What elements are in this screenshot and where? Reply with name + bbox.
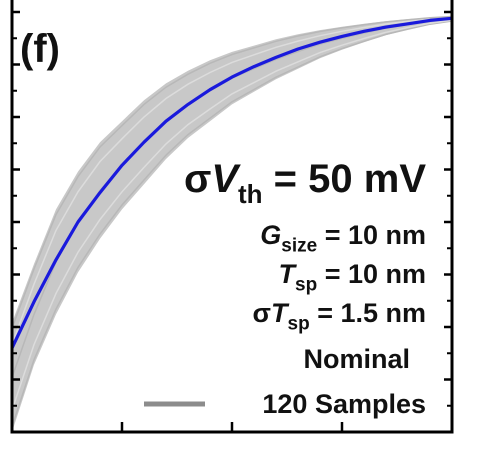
legend-label-samples: 120 Samples: [262, 389, 426, 419]
annotation-part: σ: [253, 298, 271, 328]
annotation-part: G: [260, 220, 281, 250]
samples-band: [12, 16, 452, 432]
annotation-t-sp: Tsp = 10 nm: [279, 259, 427, 296]
annotation-part: = 10 nm: [317, 220, 426, 250]
sample-line: [12, 16, 452, 345]
annotation-subscript: sp: [295, 275, 317, 296]
annotation-part: = 1.5 nm: [310, 298, 426, 328]
annotation-subscript: sp: [288, 314, 310, 335]
sample-line: [12, 20, 452, 427]
annotation-subscript: size: [281, 236, 317, 257]
annotation-part: T: [279, 259, 298, 289]
panel-label: (f): [20, 27, 60, 71]
samples-band-layer: [12, 16, 452, 432]
annotation-g-size: Gsize = 10 nm: [260, 220, 426, 257]
annotation-part: σ: [184, 157, 211, 201]
annotation-part: = 50 mV: [263, 157, 427, 201]
nominal-line: [12, 16, 452, 349]
legend-label-nominal: Nominal: [303, 344, 410, 374]
annotation-part: = 10 nm: [317, 259, 426, 289]
annotation-sigma-vth: σVth = 50 mV: [184, 157, 426, 209]
sample-line: [12, 15, 452, 329]
annotation-part: V: [211, 157, 241, 201]
sample-line: [12, 19, 452, 411]
axis-ticks: [10, 10, 454, 434]
annotation-part: T: [271, 298, 290, 328]
legend: Nominal 120 Samples: [144, 344, 426, 419]
nominal-line-layer: [12, 16, 452, 349]
annotation-subscript: th: [238, 179, 263, 209]
annotation-sigma-tsp: σTsp = 1.5 nm: [253, 298, 426, 335]
